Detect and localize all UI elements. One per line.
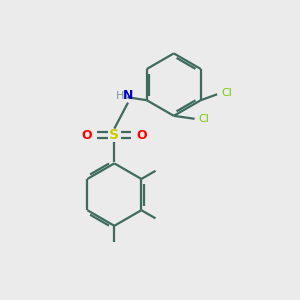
- Text: S: S: [109, 128, 119, 142]
- Text: O: O: [136, 129, 147, 142]
- Text: N: N: [123, 89, 133, 102]
- Text: O: O: [82, 129, 92, 142]
- Text: H: H: [116, 91, 124, 101]
- Text: Cl: Cl: [221, 88, 232, 98]
- Text: Cl: Cl: [199, 114, 209, 124]
